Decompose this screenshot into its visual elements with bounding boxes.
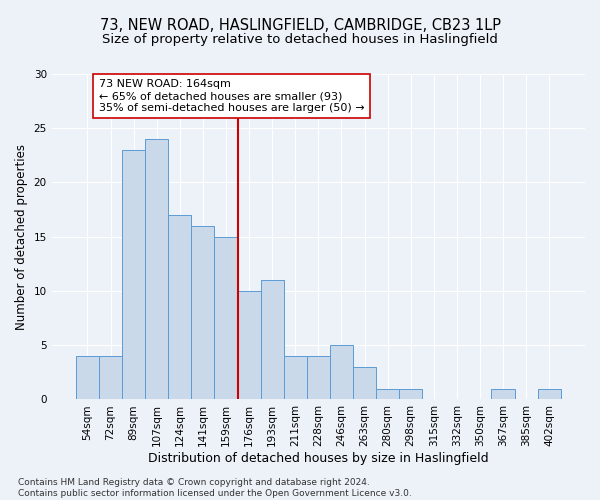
Bar [238, 291, 260, 400]
Bar [122, 150, 145, 400]
Bar [214, 236, 238, 400]
Bar [307, 356, 330, 400]
Text: 73, NEW ROAD, HASLINGFIELD, CAMBRIDGE, CB23 1LP: 73, NEW ROAD, HASLINGFIELD, CAMBRIDGE, C… [100, 18, 500, 32]
Bar [145, 139, 168, 400]
Bar [491, 388, 515, 400]
Bar [376, 388, 399, 400]
Text: Size of property relative to detached houses in Haslingfield: Size of property relative to detached ho… [102, 32, 498, 46]
X-axis label: Distribution of detached houses by size in Haslingfield: Distribution of detached houses by size … [148, 452, 488, 465]
Bar [76, 356, 99, 400]
Text: 73 NEW ROAD: 164sqm
← 65% of detached houses are smaller (93)
35% of semi-detach: 73 NEW ROAD: 164sqm ← 65% of detached ho… [99, 80, 365, 112]
Bar [353, 367, 376, 400]
Bar [284, 356, 307, 400]
Bar [399, 388, 422, 400]
Bar [168, 215, 191, 400]
Bar [330, 345, 353, 400]
Bar [99, 356, 122, 400]
Bar [191, 226, 214, 400]
Bar [260, 280, 284, 400]
Text: Contains HM Land Registry data © Crown copyright and database right 2024.
Contai: Contains HM Land Registry data © Crown c… [18, 478, 412, 498]
Bar [538, 388, 561, 400]
Y-axis label: Number of detached properties: Number of detached properties [15, 144, 28, 330]
